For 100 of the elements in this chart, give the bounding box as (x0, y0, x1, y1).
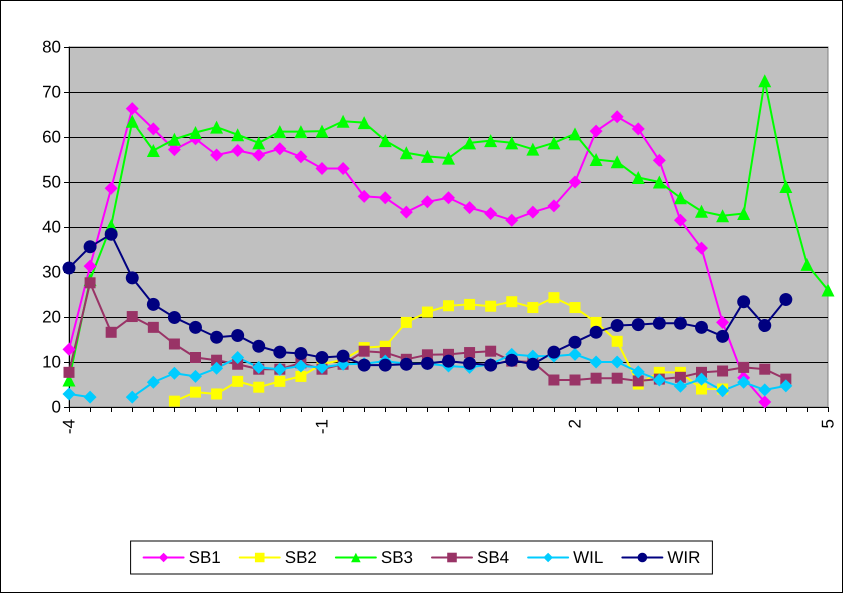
legend-label: SB1 (188, 548, 221, 567)
point (84, 240, 97, 254)
point (295, 370, 306, 382)
point (189, 370, 202, 383)
point (400, 146, 413, 160)
y-tick-label: 80 (42, 38, 61, 56)
point (232, 376, 244, 387)
point (84, 260, 97, 273)
point (485, 346, 496, 357)
point (547, 346, 560, 359)
y-tick-label: 60 (42, 128, 61, 146)
point (358, 190, 371, 203)
point (168, 396, 180, 407)
legend-label: WIR (667, 548, 700, 567)
point (358, 116, 371, 130)
point (168, 132, 181, 146)
point (378, 134, 392, 148)
point (779, 292, 792, 306)
point (674, 316, 687, 330)
point (737, 207, 750, 220)
point (210, 148, 224, 162)
point (695, 204, 708, 218)
x-tick-label: 2 (566, 419, 584, 428)
point (590, 356, 603, 368)
point (126, 311, 138, 322)
point (822, 284, 834, 296)
x-tick-label: -4 (60, 419, 78, 434)
point (442, 191, 455, 204)
point (210, 362, 224, 375)
point (148, 322, 159, 333)
point (612, 336, 623, 347)
point (463, 136, 476, 150)
point (231, 328, 244, 342)
point (696, 384, 707, 394)
point (168, 366, 181, 380)
point (738, 362, 750, 373)
point (758, 74, 772, 88)
point (779, 379, 792, 392)
point (168, 310, 181, 324)
point (126, 102, 139, 116)
point (126, 114, 139, 128)
point (674, 372, 686, 383)
point (336, 114, 350, 128)
point (422, 306, 433, 318)
point (547, 136, 560, 150)
legend-label: SB2 (284, 548, 317, 567)
point (568, 336, 582, 349)
point (526, 206, 540, 219)
point (336, 162, 350, 175)
point (632, 318, 645, 332)
point (464, 347, 476, 358)
point (652, 154, 666, 167)
point (104, 182, 118, 195)
point (506, 296, 518, 308)
point (273, 346, 286, 359)
point (252, 136, 266, 150)
point (62, 342, 76, 356)
point (420, 195, 434, 208)
point (484, 207, 498, 220)
point (737, 295, 750, 308)
point (443, 300, 454, 312)
point (758, 319, 772, 332)
y-tick-label: 40 (42, 218, 61, 236)
point (294, 125, 308, 138)
point (210, 120, 224, 134)
point (717, 366, 728, 376)
point (211, 388, 222, 400)
point (84, 390, 97, 404)
point (146, 376, 160, 389)
point (716, 316, 730, 329)
point (316, 351, 328, 364)
point (610, 356, 624, 368)
point (400, 316, 412, 328)
point (526, 358, 540, 371)
point (485, 300, 496, 312)
point (568, 176, 582, 188)
point (146, 122, 160, 136)
point (210, 330, 224, 344)
point (336, 350, 350, 363)
point (484, 134, 498, 148)
point (610, 110, 624, 124)
point (716, 384, 730, 398)
point (358, 346, 370, 357)
point (758, 396, 772, 409)
point (505, 136, 518, 150)
y-tick-label: 30 (42, 262, 61, 282)
y-tick-label: 70 (42, 82, 61, 102)
point (612, 372, 623, 384)
point (568, 348, 582, 361)
point (674, 191, 687, 204)
point (590, 326, 603, 339)
point (294, 360, 308, 373)
point (548, 292, 560, 304)
point (104, 228, 118, 241)
point (106, 326, 117, 338)
point (62, 387, 76, 400)
point (632, 375, 644, 386)
y-tick-label: 50 (42, 172, 61, 192)
point (695, 320, 708, 334)
point (189, 126, 202, 139)
